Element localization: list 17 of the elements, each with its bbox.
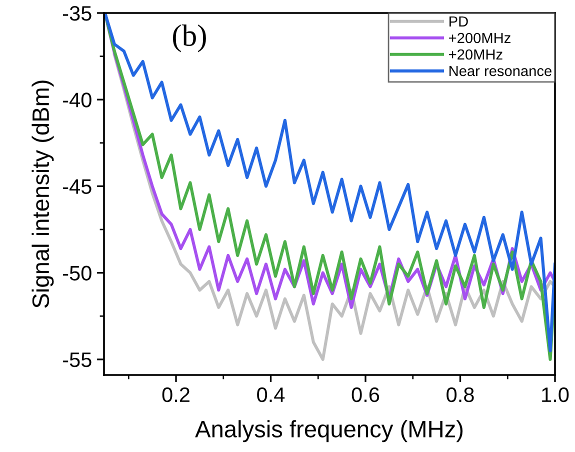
x-tick-label: 0.2 <box>162 387 190 402</box>
x-tick-label: 0.4 <box>257 387 285 402</box>
x-tick-label: 0.6 <box>352 387 380 402</box>
y-tick-label: -45 <box>63 179 92 194</box>
x-axis-title: Analysis frequency (MHz) <box>195 420 463 442</box>
legend-label: +200MHz <box>449 32 510 44</box>
y-tick-label: -50 <box>63 266 92 281</box>
annotation: (b) <box>172 24 206 52</box>
x-tick-label: 0.8 <box>446 387 474 402</box>
x-tick-label: 1.0 <box>542 387 569 402</box>
legend-label: Near resonance <box>450 66 552 76</box>
y-tick-label: -55 <box>63 352 92 368</box>
y-tick-label: -40 <box>63 92 92 108</box>
y-tick-label: -35 <box>63 6 92 21</box>
legend-label: +20MHz <box>449 49 502 60</box>
y-axis-title: Signal intensity (dBm) <box>32 80 54 308</box>
legend-label: PD <box>450 16 468 26</box>
